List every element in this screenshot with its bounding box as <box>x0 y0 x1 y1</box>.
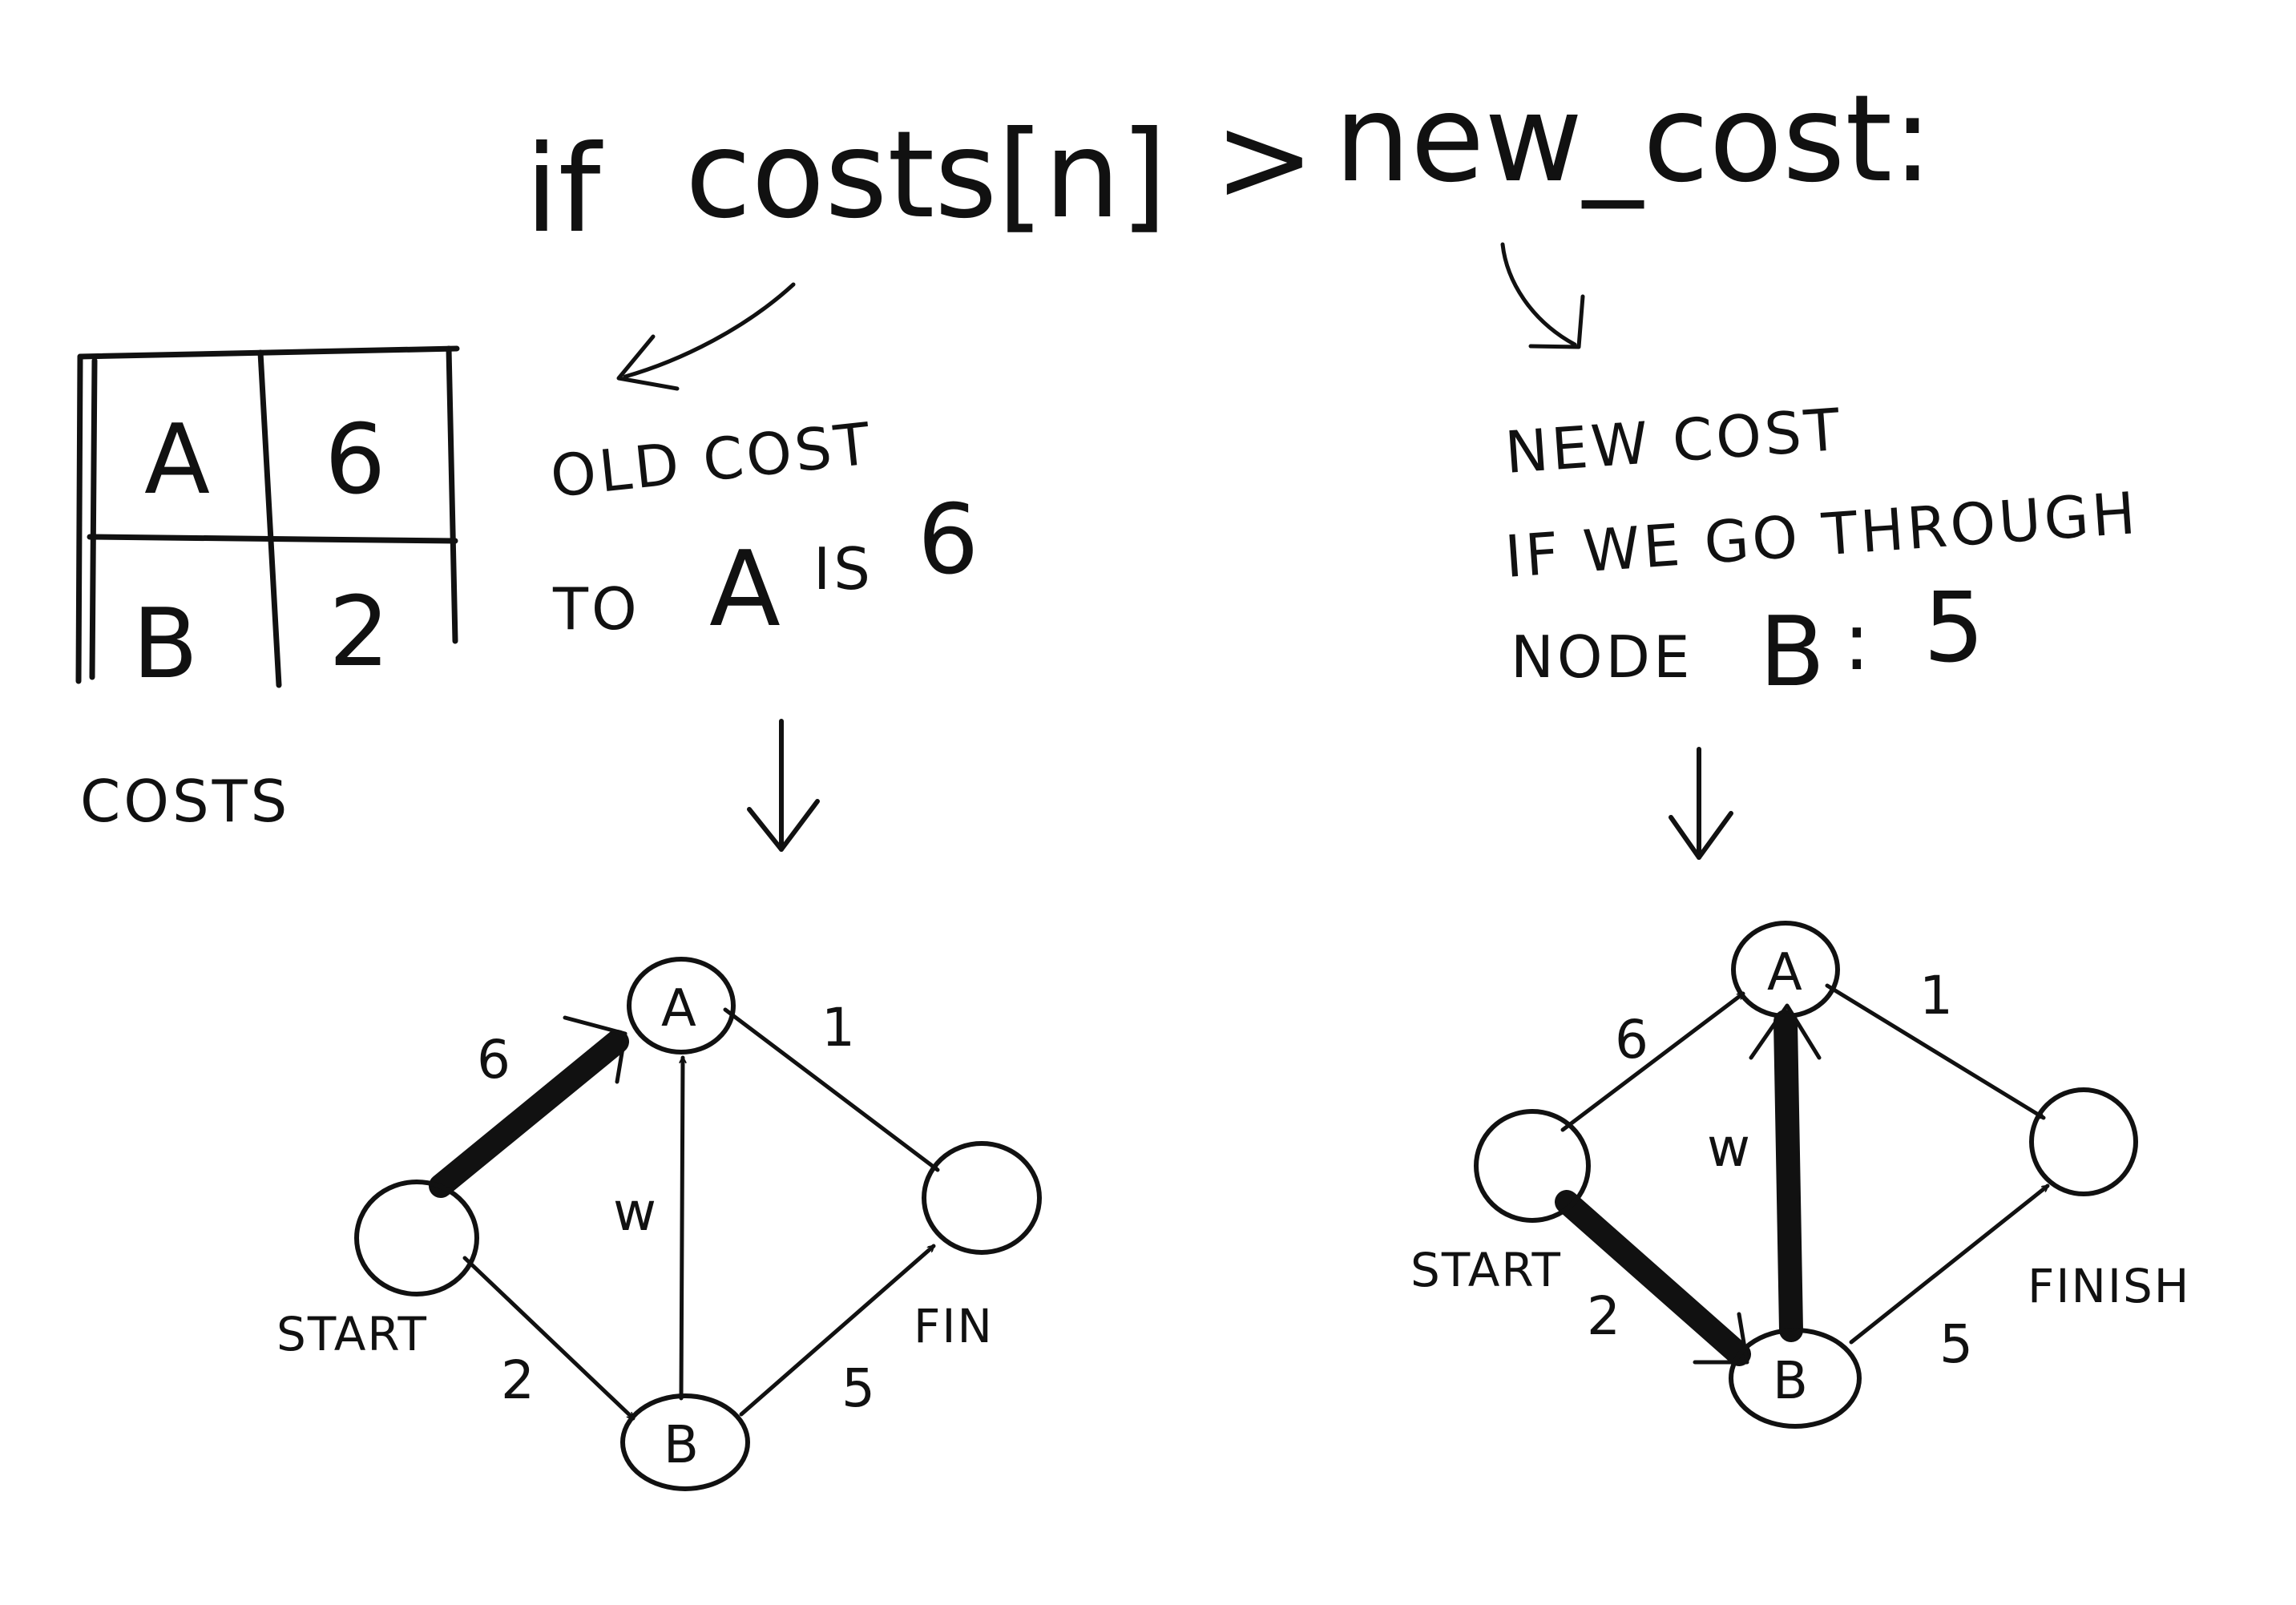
graph-left-node-start <box>354 1180 479 1297</box>
graph-right-edge-b-a <box>1773 1010 1803 1342</box>
arrow-old-cost-down-head <box>747 799 820 852</box>
code-operator: > <box>1214 90 1315 229</box>
code-if-keyword: if <box>525 120 603 260</box>
graph-right-weight-start-a: 6 <box>1615 1009 1648 1071</box>
new-cost-note: NEW COST IF WE GO THROUGH NODE B : 5 <box>1503 396 2141 708</box>
graph-right-node-finish <box>2029 1087 2138 1196</box>
graph-left-start-label: START <box>276 1307 428 1361</box>
graph-right-weight-start-b: 2 <box>1587 1285 1620 1347</box>
graph-right-weight-b-a: w <box>1707 1117 1750 1179</box>
old-cost-line2-is: IS <box>813 535 874 603</box>
graph-right-weight-b-fin: 5 <box>1939 1313 1973 1375</box>
graph-left-node-b-label: B <box>664 1416 699 1475</box>
graph-right-weight-a-fin: 1 <box>1919 965 1953 1026</box>
new-cost-line3-value: 5 <box>1923 573 1984 684</box>
arrow-rhs-to-note <box>1500 242 1577 347</box>
code-rhs: new_cost: <box>1334 70 1933 209</box>
graph-left-weight-a-fin: 1 <box>821 997 855 1059</box>
graph-left-node-a-label: A <box>661 979 696 1038</box>
arrow-lhs-to-table <box>623 282 796 379</box>
graph-right-start-label: START <box>1410 1243 1562 1297</box>
graph-right-node-b <box>1729 1328 1862 1429</box>
old-cost-line1: OLD COST <box>547 409 876 510</box>
old-cost-line2-value: 6 <box>918 485 979 596</box>
graph-left-weight-start-a: 6 <box>477 1029 510 1091</box>
new-cost-line3-node: B <box>1759 597 1825 708</box>
graph-left-edge-b-fin <box>739 1244 936 1417</box>
graph-right-node-start <box>1474 1109 1591 1223</box>
arrow-new-cost-down-head <box>1669 811 1733 860</box>
costs-row-b-node: B <box>132 589 198 700</box>
old-cost-line2-prefix: TO <box>552 575 640 643</box>
graph-left-node-a <box>627 957 736 1055</box>
graph-left-node-b <box>620 1393 750 1491</box>
graph-left-edge-a-fin <box>723 1007 940 1172</box>
graph-left-weight-b-fin: 5 <box>841 1357 875 1419</box>
graph-left-edge-b-a <box>681 1055 683 1401</box>
graph-left: A B START FIN 6 2 w 1 5 <box>276 957 1042 1491</box>
graph-left-fin-label: FIN <box>914 1299 994 1353</box>
graph-right-edge-b-fin <box>1849 1184 2050 1345</box>
new-cost-line2: IF WE GO THROUGH <box>1503 479 2141 591</box>
graph-left-weight-start-b: 2 <box>501 1349 535 1411</box>
graph-right: A B START FINISH 6 2 w 1 5 <box>1410 921 2190 1429</box>
costs-row-a-node: A <box>144 405 210 516</box>
new-cost-line3-sep: : <box>1843 595 1870 688</box>
costs-row-a-cost: 6 <box>325 405 385 516</box>
code-lhs: costs[n] <box>685 106 1167 245</box>
code-line: if costs[n] > new_cost: <box>525 70 1933 260</box>
graph-left-weight-b-a: w <box>613 1181 656 1243</box>
graph-left-edge-start-a <box>429 1030 629 1198</box>
costs-table: A 6 B 2 COSTS <box>75 345 460 835</box>
new-cost-line3-prefix: NODE <box>1511 623 1693 691</box>
graph-left-edge-start-b <box>462 1256 636 1421</box>
graph-left-node-fin <box>922 1141 1042 1255</box>
graph-right-edge-a-fin <box>1825 983 2046 1120</box>
graph-right-finish-label: FINISH <box>2028 1259 2190 1313</box>
graph-right-node-b-label: B <box>1773 1352 1808 1411</box>
arrow-rhs-to-note-head <box>1528 294 1585 349</box>
new-cost-line1: NEW COST <box>1503 396 1845 486</box>
old-cost-note: OLD COST TO A IS 6 <box>547 409 979 650</box>
graph-right-node-a <box>1731 921 1840 1018</box>
arrow-lhs-to-table-head <box>616 334 680 391</box>
old-cost-line2-node: A <box>709 528 781 650</box>
graph-right-edge-start-b <box>1555 1190 1751 1366</box>
graph-right-node-a-label: A <box>1767 943 1802 1002</box>
costs-row-b-cost: 2 <box>329 577 389 688</box>
graph-right-edge-start-a <box>1560 991 1745 1132</box>
costs-table-caption: COSTS <box>80 768 290 835</box>
